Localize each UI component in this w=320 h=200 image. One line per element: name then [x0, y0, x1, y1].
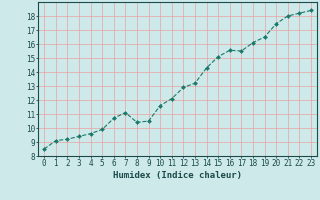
X-axis label: Humidex (Indice chaleur): Humidex (Indice chaleur): [113, 171, 242, 180]
